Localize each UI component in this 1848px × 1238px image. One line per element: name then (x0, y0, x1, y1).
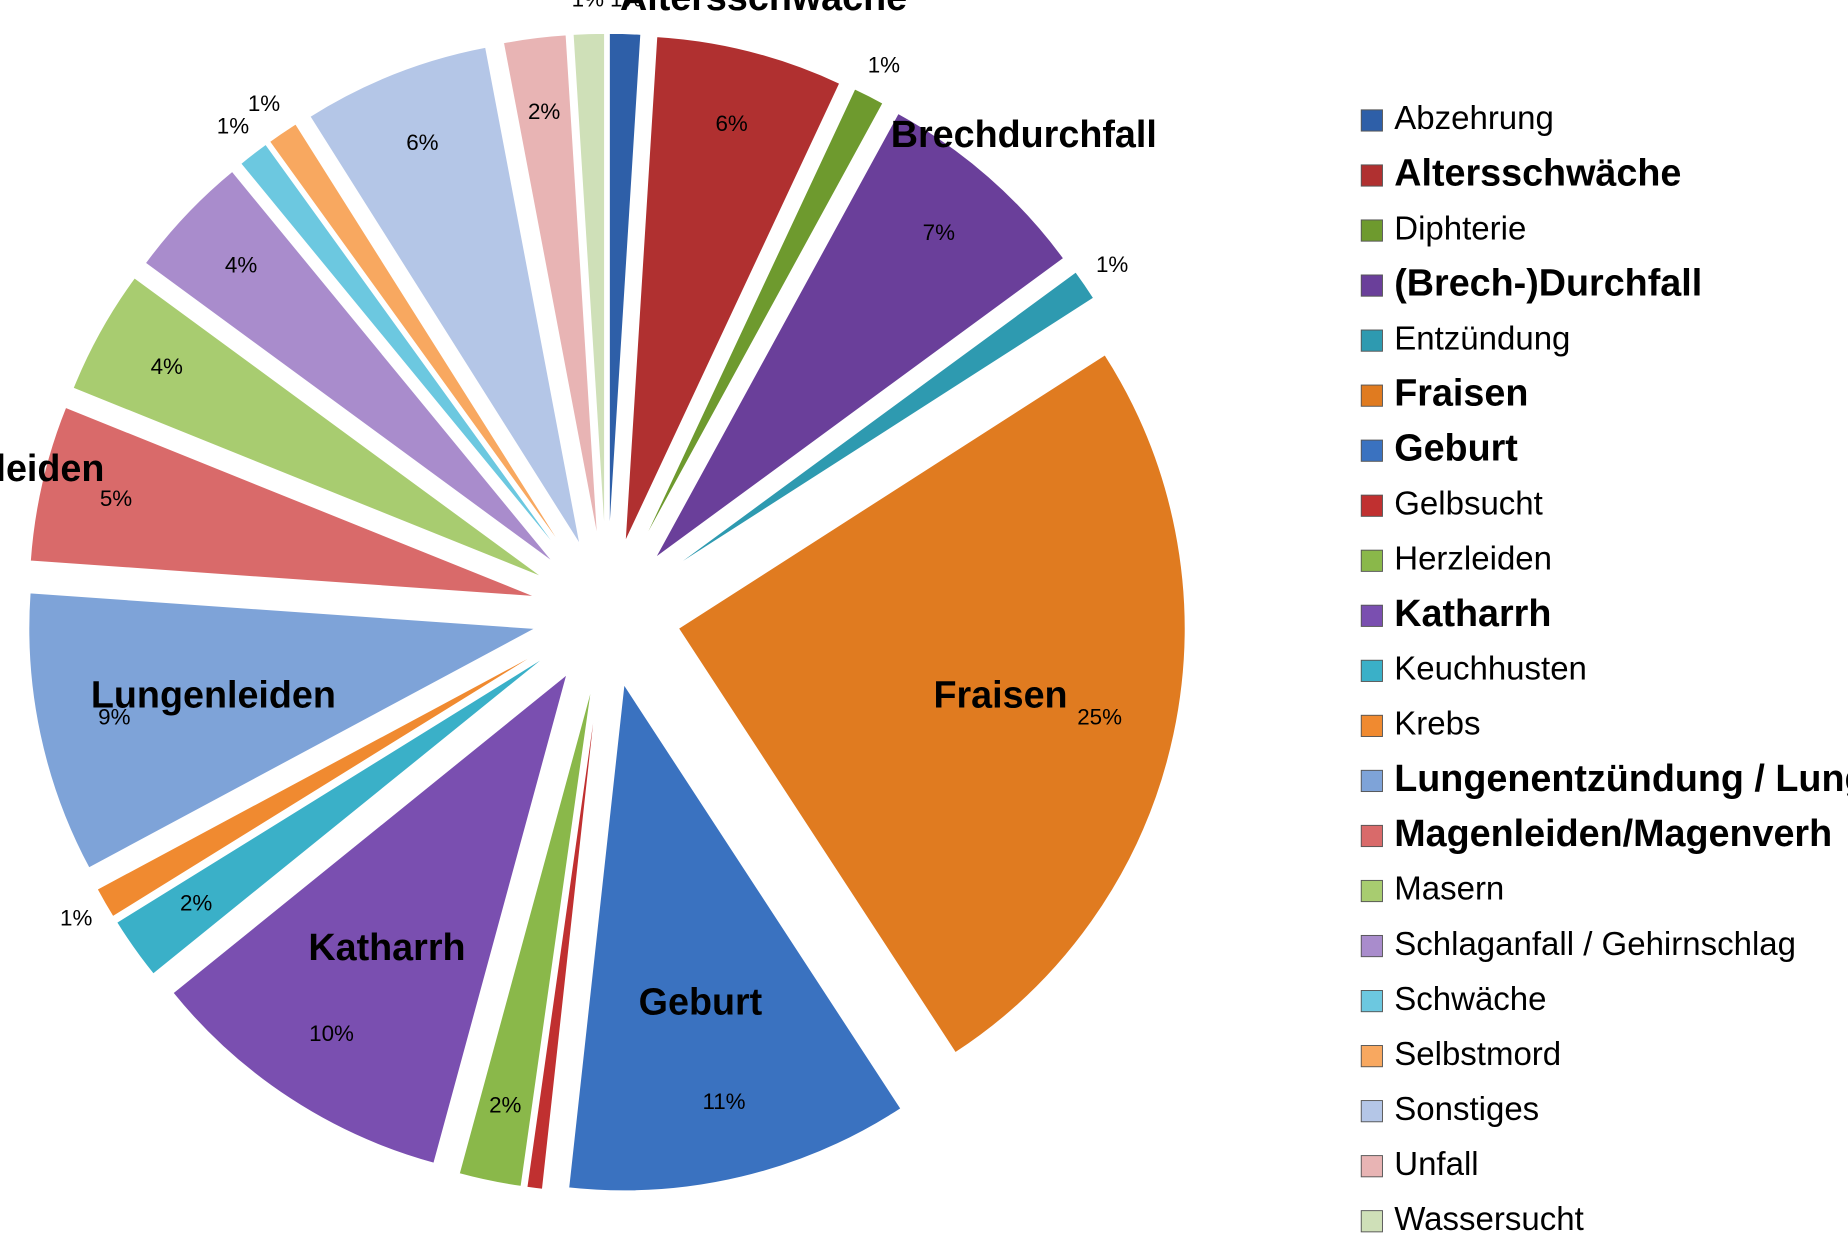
legend-label: (Brech-)Durchfall (1394, 262, 1702, 304)
pie-slice (309, 46, 581, 546)
data-label: 9% (98, 705, 130, 730)
pie-slice (526, 685, 599, 1191)
slice-annotation: Lungenleiden (91, 673, 336, 715)
legend-swatch (1360, 824, 1383, 848)
legend-swatch (1360, 329, 1383, 352)
legend-label: Schlaganfall / Gehirnschlag (1394, 925, 1796, 962)
slice-annotation: Altersschwäche (620, 0, 907, 18)
legend-swatch (1360, 1045, 1383, 1068)
data-label: 6% (406, 130, 438, 155)
slice-annotation: Brechdurchfall (891, 113, 1157, 155)
data-label: 2% (180, 891, 212, 916)
legend-label: Unfall (1394, 1145, 1478, 1182)
pie-slice (677, 353, 1186, 1054)
legend-label: Altersschwäche (1394, 151, 1681, 193)
legend-swatch (1360, 439, 1383, 462)
pie-slice (29, 406, 536, 598)
legend-label: Selbstmord (1394, 1035, 1561, 1072)
pie-slice (144, 170, 555, 564)
legend-label: Schwäche (1394, 980, 1546, 1017)
legend-label: Katharrh (1394, 592, 1551, 634)
pie-slice (567, 682, 902, 1192)
data-label: 1% (610, 0, 642, 11)
pie-slice (115, 654, 548, 975)
data-label: 1% (217, 114, 249, 139)
data-label: 1% (572, 0, 604, 11)
data-label: 2% (489, 1093, 521, 1118)
legend-label: Keuchhusten (1394, 650, 1587, 687)
data-label: 7% (923, 220, 955, 245)
pie-slice (624, 35, 841, 543)
pie-slice (666, 271, 1095, 573)
data-label: 25% (1077, 705, 1122, 730)
legend-swatch (1360, 659, 1383, 682)
legend-label: Fraisen (1394, 372, 1528, 414)
legend-label: Krebs (1394, 705, 1480, 742)
legend-swatch (1360, 109, 1383, 132)
pie-slice (572, 32, 606, 541)
legend-swatch (1360, 549, 1383, 572)
legend-label: Gelbsucht (1394, 484, 1543, 521)
legend-label: Masern (1394, 870, 1504, 907)
legend-label: Lungenentzündung / Lung (1394, 757, 1848, 799)
data-label: 6% (715, 111, 747, 136)
legend-swatch (1360, 934, 1383, 958)
legend-label: Geburt (1394, 427, 1518, 469)
legend-label: Diphterie (1394, 209, 1526, 246)
data-label: 2% (528, 99, 560, 124)
pie-slice (268, 123, 567, 553)
pie-slice (608, 32, 642, 541)
legend-swatch (1360, 990, 1383, 1013)
legend-label: Abzehrung (1394, 99, 1554, 136)
pie: 1%6%Altersschwäche1%7%Brechdurchfall1%25… (0, 0, 1186, 1192)
legend-label: Sonstiges (1394, 1090, 1539, 1127)
legend-swatch (1360, 604, 1383, 627)
data-label: 4% (225, 253, 257, 278)
legend-swatch (1360, 384, 1383, 407)
data-label: 10% (309, 1021, 354, 1046)
legend-label: Entzündung (1394, 319, 1570, 356)
pie-slice (96, 649, 544, 918)
legend-swatch (1360, 1100, 1383, 1123)
legend-swatch (1360, 274, 1383, 297)
pie-slice (458, 684, 593, 1188)
legend-swatch (1360, 879, 1383, 903)
data-label: 1% (1096, 252, 1128, 277)
legend-swatch (1360, 164, 1383, 187)
slice-annotation: Fraisen (933, 673, 1067, 715)
legend-swatch (1360, 219, 1383, 242)
slice-annotation: Katharrh (308, 926, 465, 968)
legend-label: Magenleiden/Magenverh (1394, 812, 1832, 854)
legend-swatch (1360, 1210, 1383, 1233)
slice-annotation: Magenleiden (0, 447, 104, 489)
pie-slice (72, 276, 544, 579)
legend-swatch (1360, 494, 1383, 517)
pie-slice (502, 34, 599, 541)
legend-swatch (1360, 769, 1383, 793)
data-label: 5% (100, 486, 132, 511)
pie-slice (239, 143, 563, 556)
data-label: 1% (248, 91, 280, 116)
legend-swatch (1360, 1155, 1383, 1178)
pie-slice (172, 672, 569, 1165)
pie-slice (28, 592, 538, 869)
data-label: 4% (151, 354, 183, 379)
data-label: 11% (702, 1089, 745, 1114)
pie-slice (654, 112, 1065, 559)
legend-label: Herzleiden (1394, 539, 1552, 576)
legend-label: Wassersucht (1394, 1200, 1584, 1237)
legend-swatch (1360, 714, 1383, 737)
slice-annotation: Geburt (639, 981, 763, 1023)
data-label: 1% (868, 52, 900, 77)
pie-slice (639, 88, 884, 549)
data-label: 1% (60, 905, 92, 930)
legend: Abzehrung Altersschwäche Diphterie (Brech-)… (1360, 99, 1848, 1237)
